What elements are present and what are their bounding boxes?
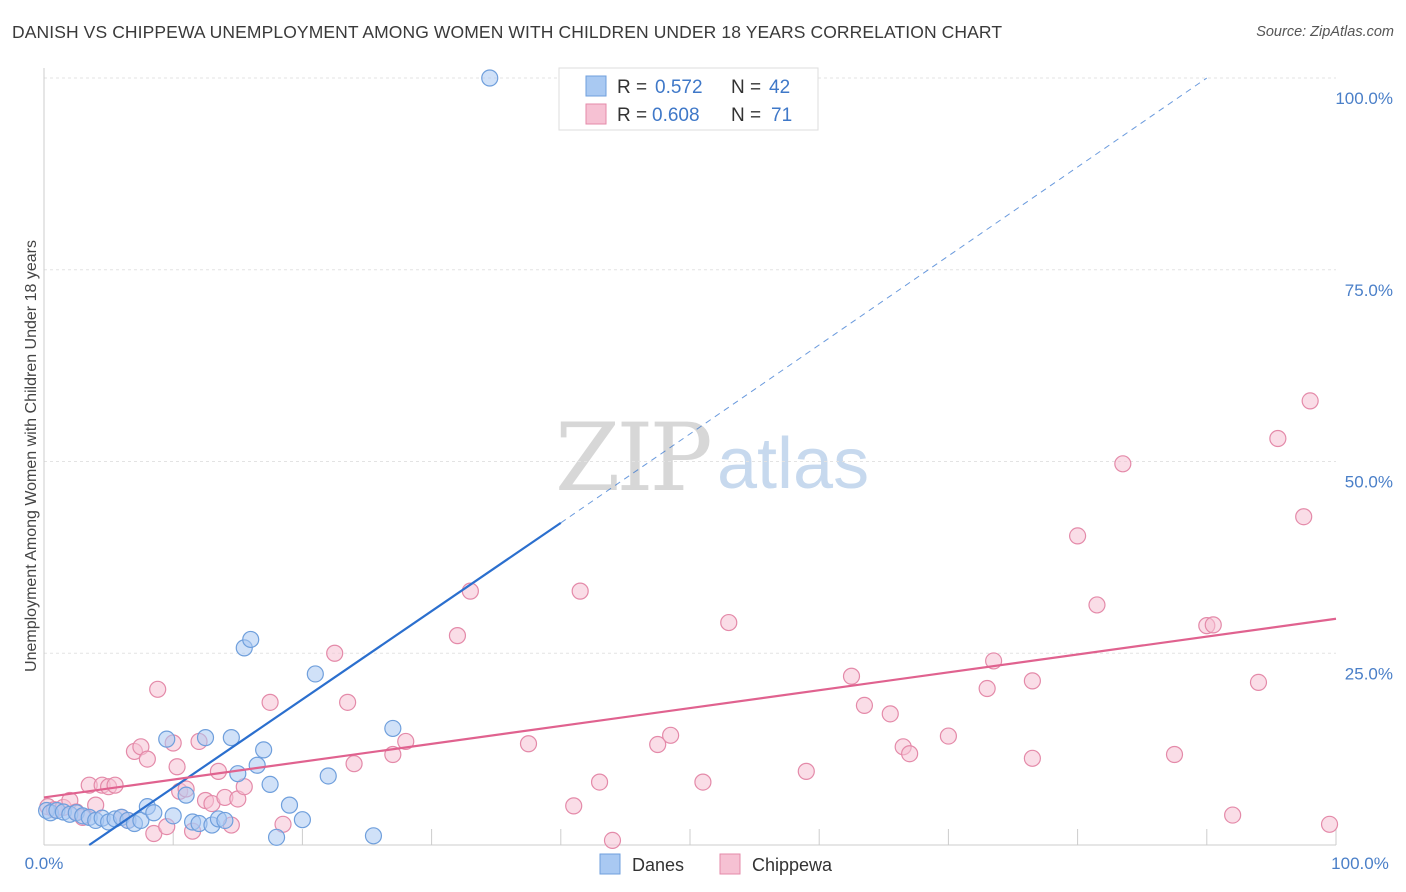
gridlines xyxy=(44,77,1336,654)
danes-point-18 xyxy=(158,730,176,748)
chippewa-point-61 xyxy=(1068,527,1087,545)
danes-point-38 xyxy=(319,767,337,785)
x-tick-label-min: 0.0% xyxy=(25,854,64,873)
danes-point-17 xyxy=(145,804,163,822)
chippewa-point-56 xyxy=(939,727,958,745)
chippewa-point-47 xyxy=(662,726,680,744)
trend-lines xyxy=(43,77,1337,846)
chippewa-point-43 xyxy=(571,582,589,600)
bottom-legend-danes-swatch xyxy=(599,853,621,875)
chippewa-point-51 xyxy=(842,667,861,685)
chippewa-point-36 xyxy=(345,755,363,773)
chippewa-point-63 xyxy=(1114,455,1132,473)
bottom-legend-danes-label: Danes xyxy=(632,855,684,875)
chippewa-point-60 xyxy=(1023,672,1041,690)
chart-title: DANISH VS CHIPPEWA UNEMPLOYMENT AMONG WO… xyxy=(12,22,1003,42)
chippewa-point-44 xyxy=(590,773,609,791)
chippewa-point-34 xyxy=(326,644,344,662)
chippewa-point-42 xyxy=(565,797,583,815)
danes-point-41 xyxy=(481,69,499,87)
bottom-legend-chippewa-swatch xyxy=(719,853,741,875)
chippewa-point-66 xyxy=(1204,616,1222,634)
danes-point-28 xyxy=(229,765,247,783)
danes-point-36 xyxy=(293,811,311,829)
danes-point-31 xyxy=(248,756,266,774)
chippewa-point-38 xyxy=(397,732,415,751)
chippewa-point-17 xyxy=(149,680,167,698)
chippewa-point-15 xyxy=(138,750,156,768)
chippewa-point-45 xyxy=(603,831,622,849)
danes-series xyxy=(37,69,499,846)
legend-danes-n-value: 42 xyxy=(769,77,790,98)
danes-point-32 xyxy=(255,741,273,759)
danes-point-19 xyxy=(164,807,182,825)
chippewa-point-64 xyxy=(1165,745,1184,764)
chippewa-point-49 xyxy=(720,613,738,632)
x-axis-ticks xyxy=(172,829,1337,845)
legend-chippewa-n-value: 71 xyxy=(771,105,792,126)
danes-point-30 xyxy=(242,630,260,649)
danes-trend-extension xyxy=(560,77,1208,524)
legend-chippewa-r-label: R = xyxy=(617,105,647,126)
danes-point-20 xyxy=(177,786,195,804)
chippewa-point-68 xyxy=(1249,673,1268,691)
y-tick-label-75: 75.0% xyxy=(1345,281,1393,300)
chippewa-point-20 xyxy=(168,758,186,776)
chippewa-point-50 xyxy=(797,762,815,780)
bottom-legend-chippewa-label: Chippewa xyxy=(752,855,833,875)
y-tick-label-50: 50.0% xyxy=(1345,473,1393,492)
danes-point-35 xyxy=(280,796,299,814)
legend-chippewa-r-value: 0.608 xyxy=(652,105,700,126)
chippewa-point-62 xyxy=(1088,596,1106,614)
danes-point-23 xyxy=(196,729,215,747)
danes-point-27 xyxy=(222,729,240,747)
x-tick-label-max: 100.0% xyxy=(1331,854,1389,873)
legend-danes-r-label: R = xyxy=(617,77,647,98)
chippewa-point-48 xyxy=(694,773,712,791)
watermark-zip: ZIP xyxy=(555,404,709,513)
legend-danes-r-value: 0.572 xyxy=(655,77,703,98)
chippewa-point-71 xyxy=(1301,392,1319,410)
chippewa-point-41 xyxy=(519,735,538,753)
danes-point-26 xyxy=(216,811,234,830)
chippewa-point-52 xyxy=(855,696,874,715)
chippewa-point-70 xyxy=(1295,508,1313,526)
source-credit: Source: ZipAtlas.com xyxy=(1256,24,1394,40)
correlation-legend: R = 0.572 N = 42 R = 0.608 N = 71 xyxy=(558,67,819,131)
chippewa-point-69 xyxy=(1269,429,1287,448)
watermark-atlas: atlas xyxy=(717,424,869,504)
y-axis-label: Unemployment Among Women with Children U… xyxy=(23,240,40,672)
danes-trend-line xyxy=(88,521,562,846)
chippewa-trend-line xyxy=(43,617,1337,799)
chippewa-point-72 xyxy=(1320,815,1339,833)
danes-point-40 xyxy=(384,719,402,738)
chippewa-point-10 xyxy=(106,776,124,794)
series-legend: Danes Chippewa xyxy=(599,853,833,875)
legend-danes-n-label: N = xyxy=(731,77,761,98)
chippewa-point-53 xyxy=(881,705,899,723)
danes-point-39 xyxy=(364,827,383,845)
watermark: ZIP atlas xyxy=(555,404,869,513)
chippewa-point-35 xyxy=(339,693,357,711)
danes-point-33 xyxy=(261,775,279,794)
chippewa-point-55 xyxy=(901,745,919,763)
chippewa-point-57 xyxy=(978,679,996,698)
y-tick-label-100: 100.0% xyxy=(1335,89,1393,108)
chippewa-point-39 xyxy=(448,627,467,645)
danes-point-34 xyxy=(267,828,286,846)
legend-chippewa-n-label: N = xyxy=(731,105,761,126)
chippewa-point-46 xyxy=(649,735,667,754)
y-axis-tick-labels: 25.0% 50.0% 75.0% 100.0% xyxy=(1335,89,1393,683)
chippewa-point-32 xyxy=(261,693,279,711)
legend-danes-swatch xyxy=(585,75,607,97)
danes-point-15 xyxy=(132,811,150,830)
chippewa-point-67 xyxy=(1224,806,1242,824)
legend-chippewa-swatch xyxy=(585,103,607,125)
chippewa-point-59 xyxy=(1023,749,1041,767)
y-tick-label-25: 25.0% xyxy=(1345,664,1393,683)
chippewa-point-27 xyxy=(209,762,228,780)
danes-point-37 xyxy=(306,665,324,683)
